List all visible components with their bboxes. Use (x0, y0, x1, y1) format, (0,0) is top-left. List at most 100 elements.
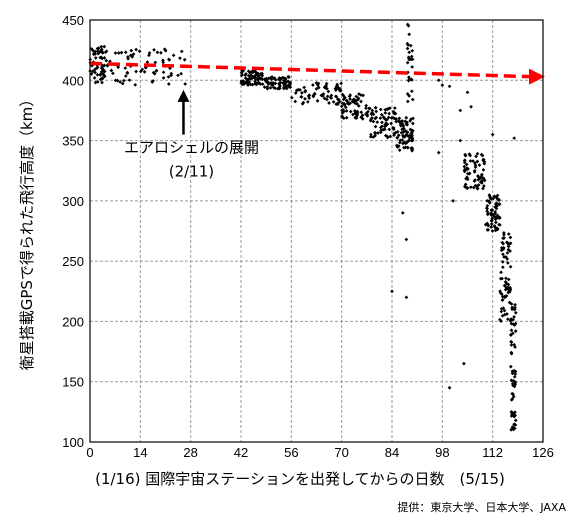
data-point (405, 60, 410, 65)
y-tick-label: 350 (62, 134, 84, 149)
x-tick-label: 98 (435, 445, 449, 460)
data-point (381, 115, 386, 119)
data-point (440, 83, 445, 87)
annotation-arrow-head (177, 89, 190, 102)
data-point (123, 74, 128, 78)
data-point (311, 94, 316, 99)
data-point (501, 247, 506, 251)
data-point (481, 186, 485, 191)
trend-arrowhead (529, 68, 545, 85)
data-point (396, 119, 401, 123)
data-point (240, 73, 244, 77)
data-point (125, 70, 130, 75)
data-point (499, 309, 504, 314)
data-point (480, 153, 485, 158)
data-point (115, 78, 120, 83)
data-point (303, 89, 307, 94)
data-point (337, 97, 341, 102)
data-point (92, 76, 97, 80)
data-point (490, 229, 495, 233)
data-point (262, 85, 267, 89)
data-point (324, 81, 329, 86)
data-point (159, 50, 163, 55)
data-point (471, 185, 476, 190)
data-point (513, 372, 518, 376)
data-point (104, 58, 109, 63)
y-tick-label: 100 (62, 435, 84, 450)
data-point (359, 99, 363, 104)
data-point (286, 79, 290, 84)
data-point (341, 116, 346, 121)
data-point (504, 282, 509, 286)
data-point (251, 70, 255, 75)
data-point (468, 159, 473, 163)
y-tick-label: 200 (62, 314, 84, 329)
data-point (490, 132, 495, 137)
data-point (408, 43, 413, 48)
data-point (471, 159, 475, 163)
data-point (153, 60, 158, 65)
data-point (154, 68, 159, 73)
data-point (485, 228, 490, 232)
data-point (161, 70, 166, 75)
x-tick-label: 42 (234, 445, 248, 460)
data-point (393, 130, 398, 135)
data-point (479, 175, 484, 180)
data-point (137, 49, 142, 54)
data-point (360, 113, 365, 118)
data-point (500, 276, 504, 281)
data-point (463, 152, 467, 157)
data-point (273, 81, 278, 86)
data-point (93, 80, 98, 85)
data-point (489, 222, 494, 226)
data-point (380, 120, 384, 125)
y-tick-label: 150 (62, 375, 84, 390)
data-point (488, 196, 493, 201)
data-point (400, 119, 405, 123)
data-point (356, 97, 360, 102)
data-point (323, 86, 328, 90)
data-point (312, 91, 317, 96)
data-point (409, 131, 414, 135)
data-point (100, 80, 104, 85)
data-point (462, 164, 467, 169)
data-point (493, 228, 498, 233)
data-point (302, 85, 306, 90)
data-point (510, 371, 515, 376)
data-point (512, 136, 517, 140)
data-point (465, 167, 470, 171)
data-point (303, 96, 307, 101)
data-point (513, 329, 518, 333)
data-point (458, 108, 463, 113)
data-point (400, 211, 405, 215)
data-point (473, 161, 477, 165)
data-point (410, 89, 414, 94)
data-point (506, 277, 511, 282)
y-tick-labels: 100 150 200 250 300 350 400 450 (62, 13, 84, 450)
data-point (300, 91, 304, 95)
data-point (401, 124, 406, 128)
data-point (465, 90, 470, 95)
data-point (263, 78, 268, 83)
data-point (379, 112, 384, 117)
data-point (240, 80, 245, 84)
data-point (395, 135, 399, 140)
data-point (343, 105, 348, 110)
data-point (409, 138, 414, 143)
data-point (111, 71, 115, 76)
data-point (410, 65, 414, 69)
data-point (134, 69, 138, 74)
data-point (407, 75, 411, 80)
data-point (272, 76, 277, 80)
y-tick-label: 400 (62, 73, 84, 88)
data-point (403, 119, 408, 124)
data-point (503, 295, 507, 300)
data-point (383, 111, 388, 115)
data-point (282, 83, 287, 87)
data-point (344, 109, 349, 113)
data-point (500, 313, 505, 318)
data-point (462, 169, 467, 174)
data-point (499, 270, 503, 275)
y-tick-label: 450 (62, 13, 84, 28)
data-point (509, 302, 514, 306)
